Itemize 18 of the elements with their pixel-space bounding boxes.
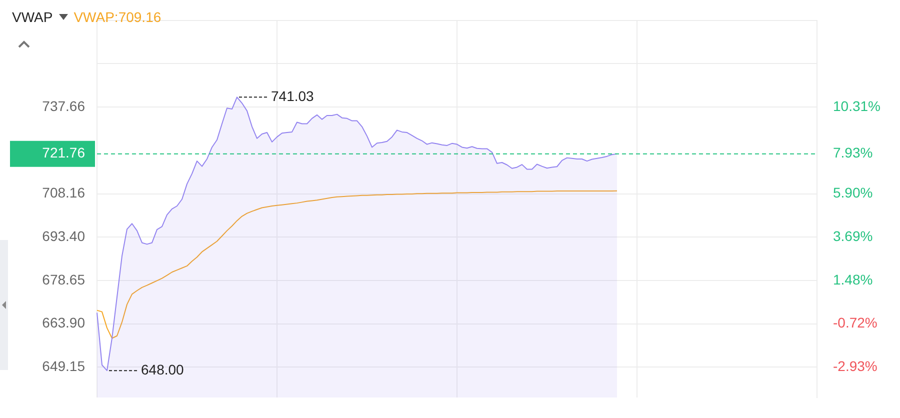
text: VWAP:709.16 [74, 9, 162, 25]
y-tick-label: 708.16 [42, 184, 86, 201]
y2-tick-label: 1.48% [833, 271, 873, 288]
y-tick-label: 693.40 [42, 228, 86, 244]
y-tick-label: 678.65 [42, 271, 86, 288]
y-tick-label: 663.90 [42, 314, 86, 331]
y2-tick-label: 5.90% [833, 184, 873, 201]
y-tick-label: 737.66 [42, 98, 86, 114]
annotation: 648.00 [141, 361, 184, 378]
annotation: 741.03 [271, 88, 314, 104]
ref-line-label: 721.76 [42, 144, 86, 161]
y2-tick-label: 10.31% [833, 98, 880, 114]
y2-tick-label: -2.93% [833, 358, 878, 374]
y2-tick-label: 3.69% [833, 228, 873, 244]
chart-title: VWAP [12, 9, 53, 25]
y-tick-label: 649.15 [42, 358, 86, 374]
y2-tick-label: -0.72% [833, 314, 878, 331]
y2-tick-label: 7.93% [833, 144, 873, 161]
